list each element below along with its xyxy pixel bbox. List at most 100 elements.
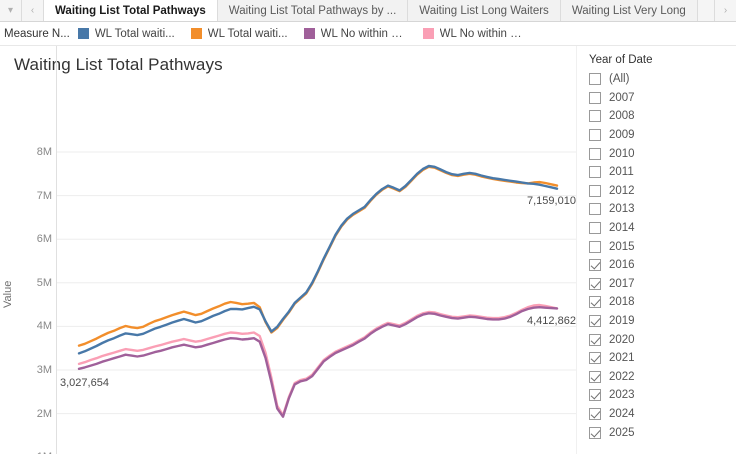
checkbox-icon[interactable] — [589, 277, 601, 290]
filter-option-2010[interactable]: 2010 — [589, 144, 736, 163]
checkbox-icon[interactable] — [589, 389, 601, 402]
checkbox-icon[interactable] — [589, 333, 601, 346]
checkbox-icon[interactable] — [589, 315, 601, 328]
filter-option-2016[interactable]: 2016 — [589, 256, 736, 275]
filter-option-2013[interactable]: 2013 — [589, 200, 736, 219]
y-tick-8M: 8M — [36, 146, 52, 158]
checkbox-icon[interactable] — [589, 91, 601, 104]
filter-option-label: 2017 — [609, 277, 635, 290]
checkbox-icon[interactable] — [589, 222, 601, 235]
filter-option-label: 2010 — [609, 147, 635, 160]
filter-option-label: 2022 — [609, 370, 635, 383]
legend-title: Measure N... — [4, 27, 70, 40]
filter-option-label: 2009 — [609, 129, 635, 142]
tab-bar: ▾ ‹ Waiting List Total Pathways Waiting L… — [0, 0, 736, 22]
filter-option-2012[interactable]: 2012 — [589, 182, 736, 201]
legend-item-label: WL No within 1... — [439, 27, 526, 40]
series-line-3[interactable] — [77, 306, 559, 418]
data-label-start: 3,027,654 — [60, 377, 109, 389]
filter-option-2009[interactable]: 2009 — [589, 126, 736, 145]
filter-option-label: 2023 — [609, 389, 635, 402]
chart-panel: Waiting List Total Pathways Value 8M 7M 6M… — [0, 46, 576, 454]
year-of-date-filter: Year of Date (All) 2007 2008 2009 2010 2011 20… — [576, 46, 736, 454]
checkbox-icon[interactable] — [589, 296, 601, 309]
data-label-blue-end: 7,159,010 — [527, 195, 576, 207]
legend-item-1[interactable]: WL Total waiti... — [190, 27, 288, 40]
filter-option-all[interactable]: (All) — [589, 70, 736, 89]
filter-option-label: 2024 — [609, 407, 635, 420]
filter-option-2018[interactable]: 2018 — [589, 293, 736, 312]
legend-item-0[interactable]: WL Total waiti... — [77, 27, 175, 40]
legend-swatch-icon — [422, 28, 434, 39]
legend-swatch-icon — [190, 28, 202, 39]
filter-option-2017[interactable]: 2017 — [589, 275, 736, 294]
y-axis-line — [56, 46, 57, 454]
legend-swatch-icon — [303, 28, 315, 39]
checkbox-icon[interactable] — [589, 73, 601, 86]
y-tick-5M: 5M — [36, 276, 52, 289]
checkbox-icon[interactable] — [589, 110, 601, 123]
filter-option-2022[interactable]: 2022 — [589, 368, 736, 387]
checkbox-icon[interactable] — [589, 407, 601, 420]
filter-title: Year of Date — [589, 54, 653, 66]
checkbox-icon[interactable] — [589, 352, 601, 365]
checkbox-icon[interactable] — [589, 370, 601, 383]
legend-item-label: WL No within 1... — [320, 27, 407, 40]
checkbox-icon[interactable] — [589, 166, 601, 179]
y-tick-1M: 1M — [12, 451, 52, 454]
filter-option-label: 2013 — [609, 203, 635, 216]
filter-option-label: 2020 — [609, 333, 635, 346]
legend-item-2[interactable]: WL No within 1... — [303, 27, 407, 40]
filter-options-list: (All) 2007 2008 2009 2010 2011 2012 2013 2014 201… — [589, 70, 736, 442]
legend-item-3[interactable]: WL No within 1... — [422, 27, 526, 40]
chevron-left-icon[interactable]: ‹ — [22, 0, 44, 21]
filter-option-2021[interactable]: 2021 — [589, 349, 736, 368]
legend-items: WL Total waiti... WL Total waiti... WL No … — [77, 27, 542, 40]
tab-0[interactable]: Waiting List Total Pathways — [44, 0, 218, 21]
filter-option-2011[interactable]: 2011 — [589, 163, 736, 182]
y-tick-2M: 2M — [36, 407, 52, 420]
checkbox-icon[interactable] — [589, 240, 601, 253]
y-tick-3M: 3M — [36, 364, 52, 376]
chevron-down-icon[interactable]: ▾ — [0, 0, 22, 21]
tab-list: Waiting List Total Pathways Waiting List … — [44, 0, 714, 21]
y-tick-6M: 6M — [36, 233, 52, 246]
filter-option-label: 2016 — [609, 259, 635, 272]
checkbox-icon[interactable] — [589, 129, 601, 142]
chevron-right-icon[interactable]: › — [714, 0, 736, 21]
data-label-purple-end: 4,412,862 — [527, 315, 576, 327]
filter-option-2020[interactable]: 2020 — [589, 330, 736, 349]
y-tick-4M: 4M — [36, 320, 52, 333]
filter-option-label: 2008 — [609, 110, 635, 123]
checkbox-icon[interactable] — [589, 184, 601, 197]
tab-1[interactable]: Waiting List Total Pathways by ... — [217, 0, 409, 21]
filter-option-2025[interactable]: 2025 — [589, 423, 736, 442]
legend-item-label: WL Total waiti... — [94, 27, 175, 40]
series-line-2[interactable] — [77, 303, 559, 417]
y-tick-7M: 7M — [36, 189, 52, 202]
filter-option-2014[interactable]: 2014 — [589, 219, 736, 238]
line-chart-svg[interactable] — [57, 46, 576, 454]
filter-option-2023[interactable]: 2023 — [589, 386, 736, 405]
filter-option-label: 2011 — [609, 166, 634, 179]
filter-option-label: 2007 — [609, 91, 635, 104]
checkbox-icon[interactable] — [589, 203, 601, 216]
filter-option-2008[interactable]: 2008 — [589, 107, 736, 126]
checkbox-icon[interactable] — [589, 147, 601, 160]
filter-option-label: 2025 — [609, 426, 635, 439]
legend-swatch-icon — [77, 28, 89, 39]
tab-2[interactable]: Waiting List Long Waiters — [408, 0, 561, 21]
checkbox-icon[interactable] — [589, 259, 601, 272]
filter-option-2007[interactable]: 2007 — [589, 89, 736, 108]
filter-option-2019[interactable]: 2019 — [589, 312, 736, 331]
filter-option-2024[interactable]: 2024 — [589, 405, 736, 424]
tab-3[interactable]: Waiting List Very Long — [560, 0, 698, 21]
y-axis-ticks: 8M7M6M5M4M3M2M1M0M — [0, 46, 52, 454]
filter-option-2015[interactable]: 2015 — [589, 237, 736, 256]
legend-item-label: WL Total waiti... — [207, 27, 288, 40]
filter-option-label: 2018 — [609, 296, 635, 309]
series-line-1[interactable] — [77, 164, 559, 355]
page-title: Waiting List Total Pathways — [14, 55, 223, 74]
plot-area[interactable] — [57, 46, 576, 454]
checkbox-icon[interactable] — [589, 426, 601, 439]
